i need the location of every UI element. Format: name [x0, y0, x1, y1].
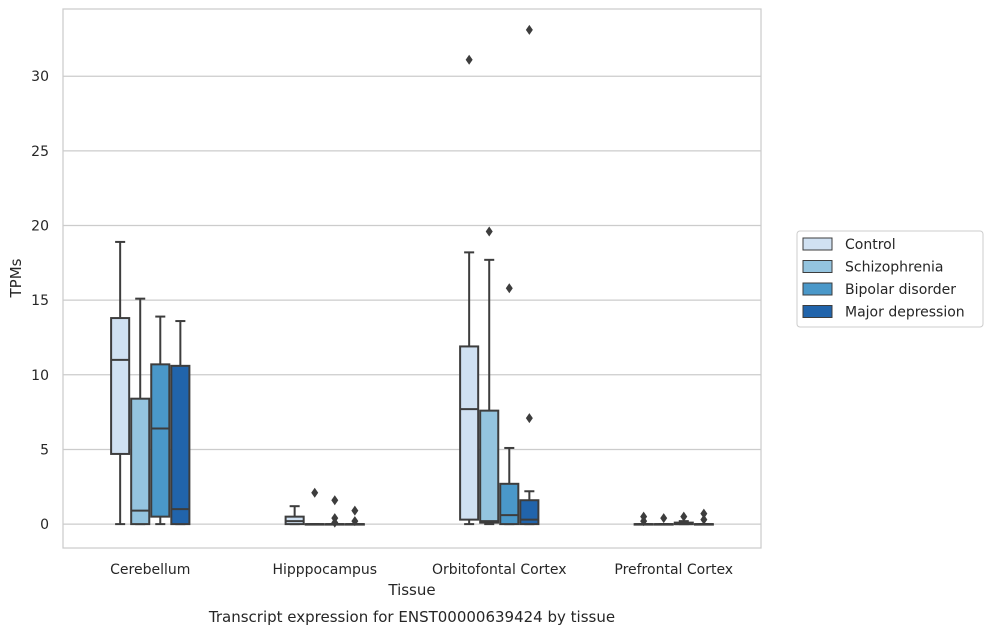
box-bipolar-disorder-2 — [499, 283, 520, 526]
legend: Control Schizophrenia Bipolar disorder Majo… — [796, 230, 984, 328]
chart-caption: Transcript expression for ENST0000063942… — [208, 608, 615, 626]
box-schizophrenia-1 — [304, 487, 325, 526]
outlier-point — [311, 487, 319, 498]
outlier-point — [640, 511, 648, 522]
legend-label-0: Control — [845, 237, 896, 253]
outlier-point — [351, 516, 359, 527]
outlier-point — [465, 54, 473, 65]
y-axis-title: TPMs — [7, 258, 25, 298]
outlier-point — [680, 511, 688, 522]
boxes — [110, 24, 714, 528]
box-bipolar-disorder-1 — [324, 495, 345, 528]
outlier-point — [331, 517, 339, 528]
legend-frame — [796, 230, 984, 328]
outlier-point — [660, 513, 668, 524]
box-control-1 — [284, 505, 305, 526]
y-tick-label-10: 10 — [31, 368, 49, 384]
box-bipolar-disorder-0 — [150, 315, 171, 526]
box-schizophrenia-3 — [653, 513, 674, 526]
outlier-point — [525, 413, 533, 424]
outlier-point — [525, 24, 533, 35]
box-body — [170, 364, 191, 526]
x-tick-label-3: Prefrontal Cortex — [614, 562, 733, 578]
box-body — [130, 397, 151, 526]
box-major-depression-0 — [170, 320, 191, 526]
box-control-3 — [633, 511, 654, 527]
box-major-depression-3 — [693, 508, 714, 526]
y-tick-label-25: 25 — [31, 144, 49, 160]
box-major-depression-1 — [344, 505, 365, 527]
box-body — [150, 363, 171, 518]
y-tick-label-30: 30 — [31, 69, 49, 85]
box-control-2 — [459, 54, 480, 526]
legend-swatch-2 — [802, 282, 833, 296]
y-tick-label-20: 20 — [31, 218, 49, 234]
x-tick-label-0: Cerebellum — [110, 562, 190, 578]
box-schizophrenia-0 — [130, 297, 151, 526]
y-tick-labels: 0 5 10 15 20 25 30 — [31, 69, 49, 533]
box-schizophrenia-2 — [479, 226, 500, 526]
x-tick-labels: Cerebellum Hipppocampus Orbitofontal Corte… — [110, 562, 733, 578]
legend-label-3: Major depression — [845, 305, 965, 321]
box-body — [459, 345, 480, 521]
x-tick-label-1: Hipppocampus — [272, 562, 377, 578]
box-body — [110, 317, 131, 455]
box-body — [479, 409, 500, 524]
y-tick-label-15: 15 — [31, 293, 49, 309]
outlier-point — [700, 514, 708, 525]
box-bipolar-disorder-3 — [673, 511, 694, 526]
legend-swatch-1 — [802, 260, 833, 273]
legend-label-1: Schizophrenia — [845, 260, 943, 276]
outlier-point — [700, 508, 708, 519]
outlier-point — [331, 495, 339, 506]
box-body — [499, 482, 520, 526]
legend-label-2: Bipolar disorder — [845, 282, 956, 298]
box-control-0 — [110, 240, 131, 526]
outlier-point — [485, 226, 493, 237]
box-major-depression-2 — [519, 24, 540, 526]
plot-frame — [62, 8, 762, 549]
x-axis-title: Tissue — [387, 581, 435, 599]
x-tick-label-2: Orbitofontal Cortex — [432, 562, 567, 578]
outlier-point — [505, 283, 513, 294]
y-tick-label-5: 5 — [40, 442, 49, 458]
box-body — [519, 499, 540, 526]
legend-swatch-0 — [802, 237, 833, 251]
legend-swatch-3 — [802, 305, 833, 318]
outlier-point — [351, 505, 359, 516]
y-tick-label-0: 0 — [40, 517, 49, 533]
